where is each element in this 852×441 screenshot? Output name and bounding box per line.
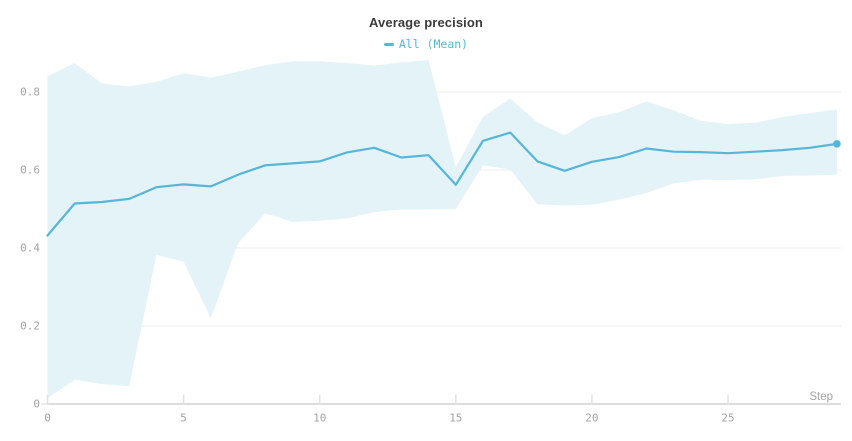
mean-line-path: [46, 131, 839, 237]
confidence-band: [47, 60, 837, 399]
y-tick-label: 0.4: [20, 242, 40, 255]
x-tick-label: 10: [313, 412, 326, 425]
x-tick-label: 20: [585, 412, 598, 425]
x-tick-label: 25: [721, 412, 734, 425]
y-tick-label: 0.2: [20, 320, 40, 333]
min-max-band-area: [47, 60, 837, 399]
y-tick-label: 0: [33, 398, 40, 411]
legend-label: All (Mean): [398, 37, 469, 51]
y-tick-label: 0.6: [20, 164, 40, 177]
mean-line: [46, 131, 841, 237]
axis-tick-labels: 0 5 10 15 20 25 0 0.2 0.4 0.6 0.8: [20, 86, 735, 425]
x-tick-label: 15: [449, 412, 462, 425]
x-axis: [41, 394, 841, 405]
y-tick-label: 0.8: [20, 86, 40, 99]
latest-point-marker[interactable]: [833, 140, 841, 148]
x-tick-label: 5: [180, 412, 187, 425]
legend-line-icon: [383, 42, 394, 46]
chart-title: Average precision: [369, 15, 483, 30]
chart-legend[interactable]: All (Mean): [0, 37, 852, 51]
x-axis-title: Step: [809, 391, 833, 403]
x-tick-label: 0: [44, 412, 51, 425]
